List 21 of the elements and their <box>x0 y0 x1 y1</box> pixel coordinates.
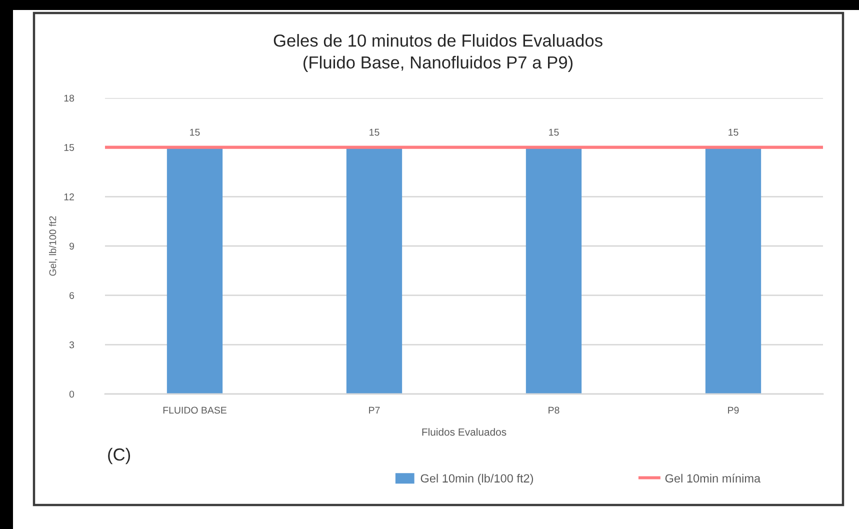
y-tick-label: 0 <box>69 390 74 398</box>
x-tick-label: P7 <box>369 406 380 414</box>
chart-title: Geles de 10 minutos de Fluidos Evaluados (Fluido Base, Nanofluidos P7 a P9) <box>274 34 602 72</box>
y-tick-label: 9 <box>69 242 74 250</box>
x-tick-label: P9 <box>728 406 739 414</box>
y-tick-label: 3 <box>69 341 74 348</box>
legend-label: Gel 10min mínima <box>665 474 761 483</box>
y-tick-label: 6 <box>70 292 74 299</box>
x-axis-title: Fluidos Evaluados <box>422 428 506 436</box>
y-tick-label: 18 <box>64 94 74 102</box>
x-tick-label: P8 <box>548 406 560 414</box>
x-tick-label: FLUIDO BASE <box>163 406 226 414</box>
legend-label: Gel 10min (lb/100 ft2) <box>420 474 534 485</box>
y-tick-label: 12 <box>64 193 74 200</box>
text: (C) <box>108 448 130 464</box>
data-label: 15 <box>728 128 738 136</box>
y-tick-label: 15 <box>64 144 74 151</box>
y-axis-title: Gel, lb/100 ft2 <box>49 216 58 276</box>
data-label: 15 <box>370 128 380 136</box>
data-label: 15 <box>549 128 559 136</box>
data-label: 15 <box>190 128 200 136</box>
